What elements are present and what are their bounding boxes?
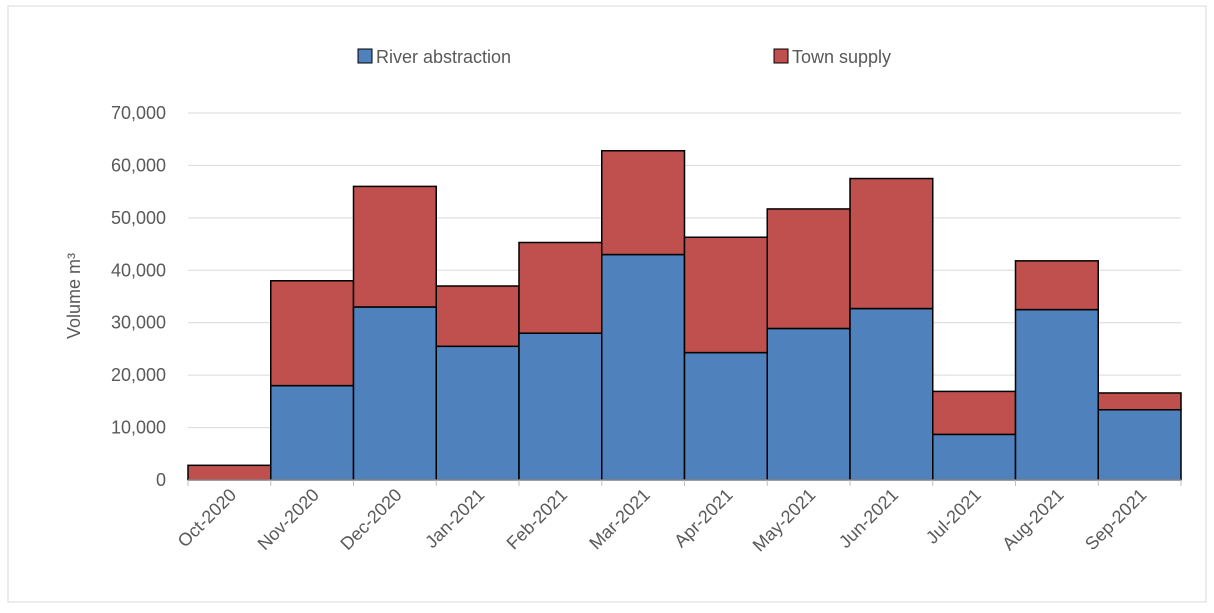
y-tick-label: 60,000 [111, 155, 166, 175]
y-tick-label: 10,000 [111, 418, 166, 438]
legend-swatch [357, 48, 373, 64]
bar-segment [601, 253, 686, 481]
y-tick-label: 20,000 [111, 365, 166, 385]
bar-segment [932, 433, 1017, 481]
bar-segment [435, 345, 520, 481]
bar-segment [766, 327, 851, 481]
bar-segment [849, 307, 934, 481]
bar-segment [435, 285, 520, 348]
bar-segment [1097, 408, 1182, 481]
bar-segment [932, 390, 1017, 436]
y-tick-label: 0 [156, 470, 166, 490]
bar-segment [1097, 392, 1182, 411]
legend-label: Town supply [792, 47, 891, 67]
bar-segment [1014, 308, 1099, 481]
bar-segment [187, 464, 272, 481]
bar-segment [766, 208, 851, 330]
y-tick-label: 40,000 [111, 260, 166, 280]
bar-segment [601, 149, 686, 256]
bar-segment [518, 241, 603, 334]
bar-segment [518, 332, 603, 481]
bar-segment [270, 384, 355, 481]
bar-segment [352, 185, 437, 308]
y-tick-label: 70,000 [111, 103, 166, 123]
legend-label: River abstraction [376, 47, 511, 67]
legend-swatch [773, 48, 789, 64]
y-axis-label: Volume m³ [64, 253, 84, 339]
bar-segment [849, 177, 934, 310]
y-tick-label: 50,000 [111, 208, 166, 228]
bar-segment [270, 280, 355, 387]
y-tick-label: 30,000 [111, 313, 166, 333]
bar-segment [1014, 260, 1099, 311]
bar-segment [352, 306, 437, 481]
bar-segment [683, 351, 768, 481]
bar-segment [683, 236, 768, 354]
